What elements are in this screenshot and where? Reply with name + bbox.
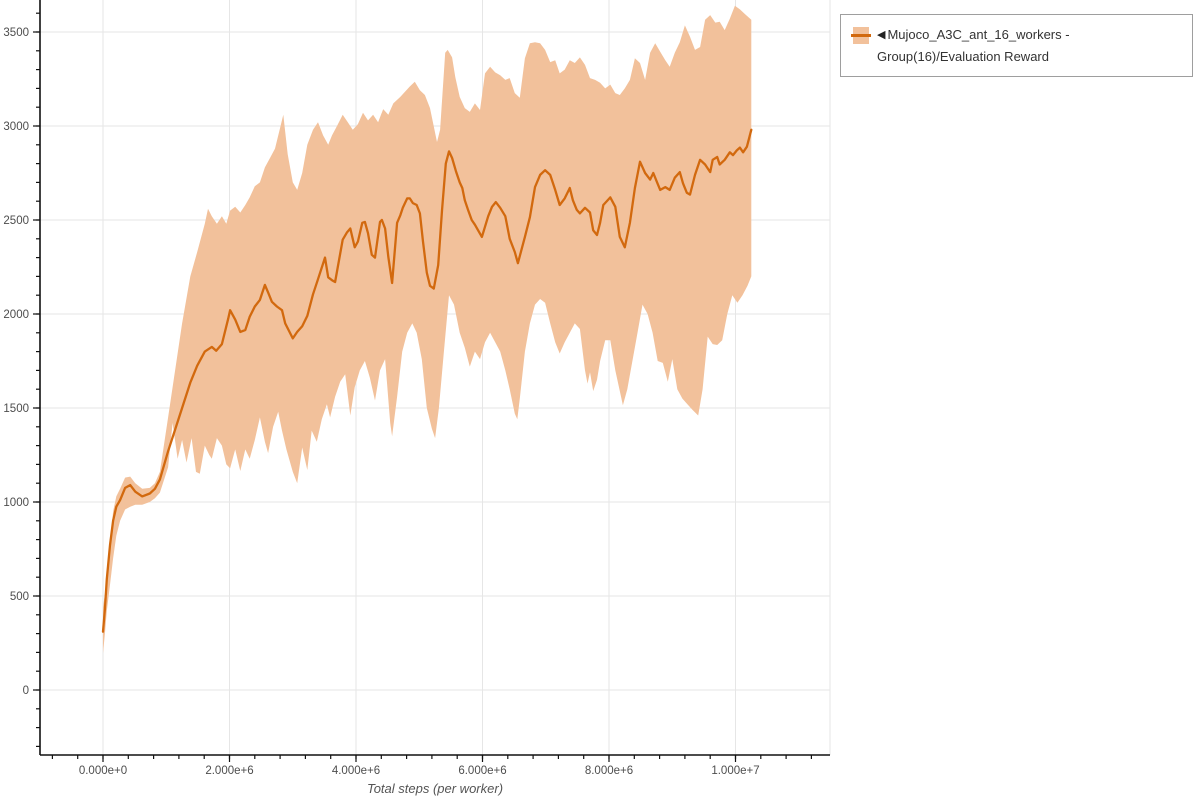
y-tick-label: 3500 — [3, 27, 29, 39]
tick-marks — [33, 12, 813, 762]
confidence-band — [103, 5, 752, 654]
legend-entry[interactable]: ◀ Mujoco_A3C_ant_16_workers - Group(16)/E… — [877, 24, 1182, 68]
series-name: Mujoco_A3C_ant_16_workers - Group(16)/Ev… — [877, 27, 1070, 65]
y-tick-label: 500 — [10, 591, 29, 603]
collapse-triangle-icon[interactable]: ◀ — [877, 29, 886, 41]
y-tick-label: 1000 — [3, 497, 29, 509]
x-tick-label: 1.000e+7 — [711, 765, 759, 777]
y-tick-label: 1500 — [3, 403, 29, 415]
x-tick-label: 8.000e+6 — [585, 765, 633, 777]
series-swatch-icon — [851, 27, 871, 44]
mean-reward-line — [101, 128, 753, 633]
x-tick-label: 4.000e+6 — [332, 765, 380, 777]
y-tick-label: 0 — [23, 685, 29, 697]
tick-labels: 0 500 1000 1500 2000 2500 3000 3500 0.000e+0 2.00… — [3, 27, 759, 777]
x-tick-label: 6.000e+6 — [458, 765, 506, 777]
x-axis-title: Total steps (per worker) — [366, 781, 504, 796]
x-tick-label: 2.000e+6 — [205, 765, 253, 777]
line-swatch — [851, 34, 871, 37]
legend[interactable]: ◀ Mujoco_A3C_ant_16_workers - Group(16)/E… — [840, 14, 1193, 78]
y-tick-label: 3000 — [3, 121, 29, 133]
y-tick-label: 2500 — [3, 215, 29, 227]
y-tick-label: 2000 — [3, 309, 29, 321]
x-tick-label: 0.000e+0 — [79, 765, 127, 777]
